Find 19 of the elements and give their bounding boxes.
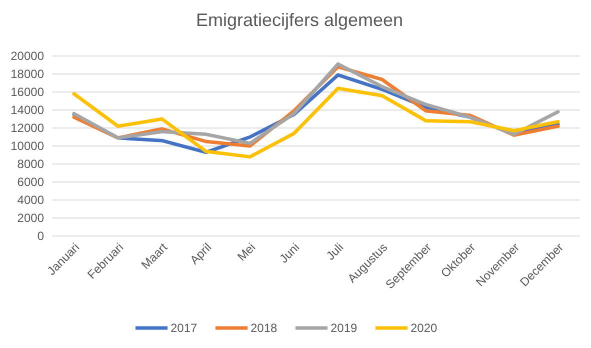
x-tick-label: Juli [323, 240, 346, 263]
y-tick-label: 8000 [17, 157, 44, 171]
y-tick-label: 10000 [10, 139, 44, 153]
legend-label: 2020 [410, 321, 438, 335]
y-tick-label: 20000 [10, 49, 44, 63]
line-series [72, 86, 560, 159]
y-tick-label: 4000 [17, 193, 44, 207]
y-tick-label: 14000 [10, 103, 44, 117]
y-tick-label: 6000 [17, 175, 44, 189]
legend-label: 2018 [250, 321, 278, 335]
y-tick-label: 12000 [10, 121, 44, 135]
y-tick-label: 2000 [17, 211, 44, 225]
legend-label: 2017 [170, 321, 198, 335]
legend-label: 2019 [330, 321, 358, 335]
y-tick-label: 16000 [10, 85, 44, 99]
x-tick-label: Mei [234, 240, 258, 264]
y-tick-label: 0 [37, 229, 44, 243]
y-tick-label: 18000 [10, 67, 44, 81]
chart-title: Emigratiecijfers algemeen [196, 10, 404, 30]
